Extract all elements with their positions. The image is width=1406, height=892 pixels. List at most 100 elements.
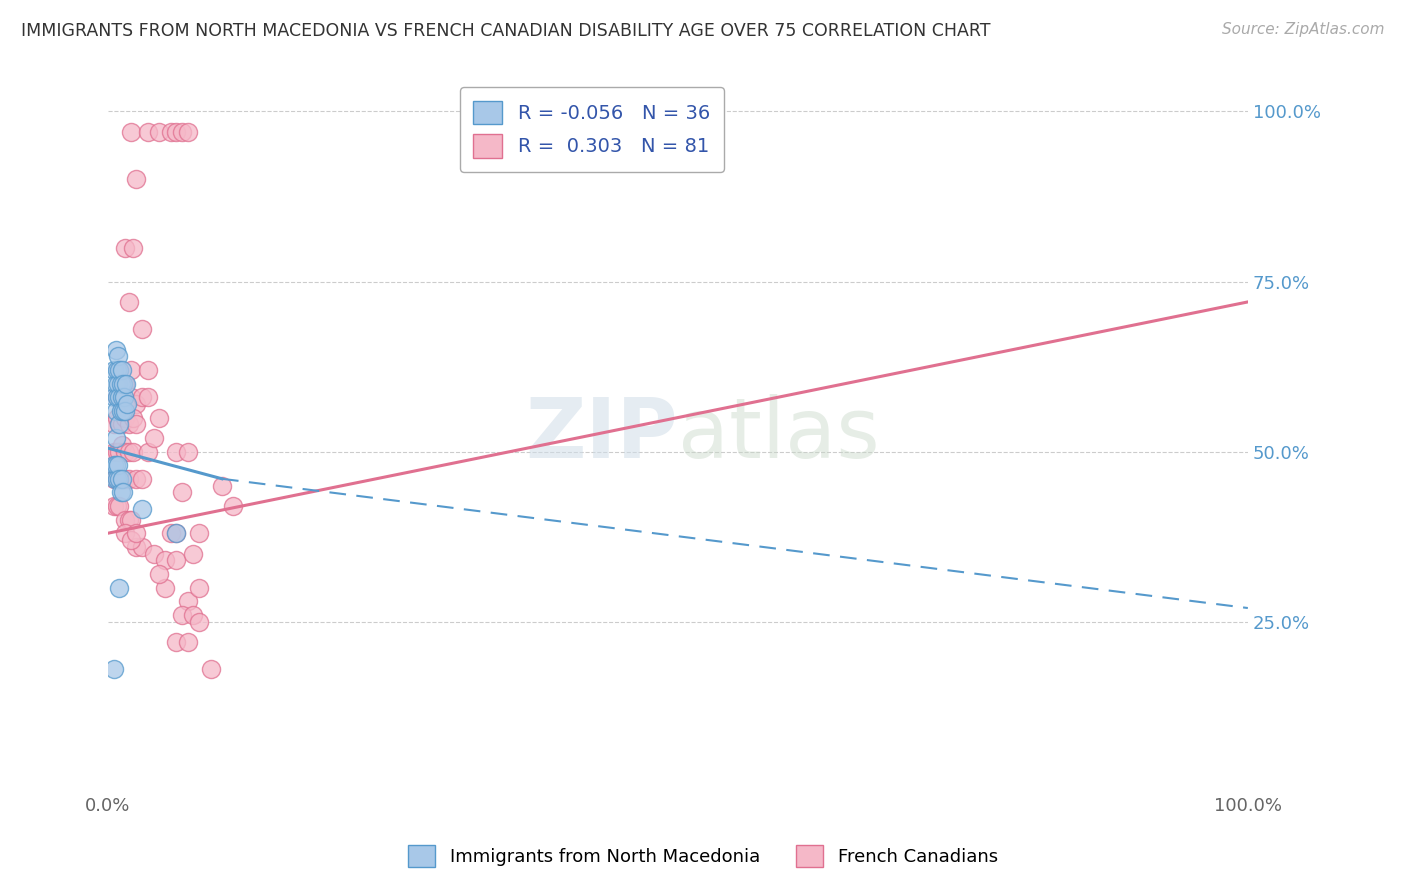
Point [117, 397, 139, 411]
Point [159, 526, 181, 541]
Point [111, 472, 134, 486]
Point [110, 403, 132, 417]
Point [117, 472, 139, 486]
Point [120, 533, 142, 547]
Point [111, 376, 134, 391]
Point [115, 376, 138, 391]
Point [111, 390, 134, 404]
Point [103, 417, 125, 432]
Point [120, 513, 142, 527]
Point [153, 553, 176, 567]
Point [111, 485, 134, 500]
Point [222, 499, 245, 513]
Point [108, 363, 131, 377]
Text: ZIP: ZIP [526, 394, 678, 475]
Point [107, 349, 129, 363]
Point [165, 635, 187, 649]
Point [125, 397, 148, 411]
Point [188, 526, 211, 541]
Point [107, 376, 129, 391]
Point [131, 502, 153, 516]
Point [188, 581, 211, 595]
Point [105, 390, 128, 404]
Point [103, 499, 125, 513]
Text: Source: ZipAtlas.com: Source: ZipAtlas.com [1222, 22, 1385, 37]
Point [114, 526, 136, 541]
Point [177, 125, 200, 139]
Point [114, 397, 136, 411]
Point [136, 363, 159, 377]
Point [153, 581, 176, 595]
Point [108, 417, 131, 432]
Point [142, 547, 165, 561]
Point [120, 363, 142, 377]
Point [114, 240, 136, 254]
Point [105, 363, 128, 377]
Point [122, 240, 145, 254]
Point [108, 363, 131, 377]
Point [148, 567, 170, 582]
Point [114, 376, 136, 391]
Point [111, 472, 134, 486]
Point [122, 444, 145, 458]
Point [125, 417, 148, 432]
Point [105, 410, 128, 425]
Point [104, 458, 127, 473]
Point [111, 397, 134, 411]
Point [104, 472, 127, 486]
Point [131, 540, 153, 554]
Point [188, 615, 211, 629]
Point [107, 458, 129, 473]
Point [111, 403, 134, 417]
Text: atlas: atlas [678, 394, 880, 475]
Point [110, 485, 132, 500]
Point [117, 294, 139, 309]
Point [104, 431, 127, 445]
Point [117, 444, 139, 458]
Point [131, 322, 153, 336]
Point [103, 458, 125, 473]
Point [103, 444, 125, 458]
Text: IMMIGRANTS FROM NORTH MACEDONIA VS FRENCH CANADIAN DISABILITY AGE OVER 75 CORREL: IMMIGRANTS FROM NORTH MACEDONIA VS FRENC… [21, 22, 991, 40]
Point [172, 125, 194, 139]
Point [105, 390, 128, 404]
Point [177, 635, 200, 649]
Point [108, 472, 131, 486]
Point [103, 390, 125, 404]
Point [122, 410, 145, 425]
Point [105, 444, 128, 458]
Legend: R = -0.056   N = 36, R =  0.303   N = 81: R = -0.056 N = 36, R = 0.303 N = 81 [460, 87, 724, 171]
Point [136, 390, 159, 404]
Point [114, 444, 136, 458]
Point [183, 547, 205, 561]
Point [111, 363, 134, 377]
Point [172, 485, 194, 500]
Point [159, 125, 181, 139]
Point [200, 662, 222, 676]
Point [120, 125, 142, 139]
Point [103, 662, 125, 676]
Point [108, 444, 131, 458]
Point [165, 526, 187, 541]
Point [165, 444, 187, 458]
Point [165, 125, 187, 139]
Point [177, 444, 200, 458]
Point [148, 410, 170, 425]
Point [165, 526, 187, 541]
Point [112, 390, 135, 404]
Point [105, 472, 128, 486]
Point [103, 472, 125, 486]
Point [111, 438, 134, 452]
Point [211, 478, 233, 492]
Point [114, 472, 136, 486]
Point [183, 607, 205, 622]
Point [125, 540, 148, 554]
Point [104, 376, 127, 391]
Point [120, 390, 142, 404]
Point [114, 513, 136, 527]
Point [117, 417, 139, 432]
Point [125, 472, 148, 486]
Point [148, 125, 170, 139]
Legend: Immigrants from North Macedonia, French Canadians: Immigrants from North Macedonia, French … [401, 838, 1005, 874]
Point [103, 363, 125, 377]
